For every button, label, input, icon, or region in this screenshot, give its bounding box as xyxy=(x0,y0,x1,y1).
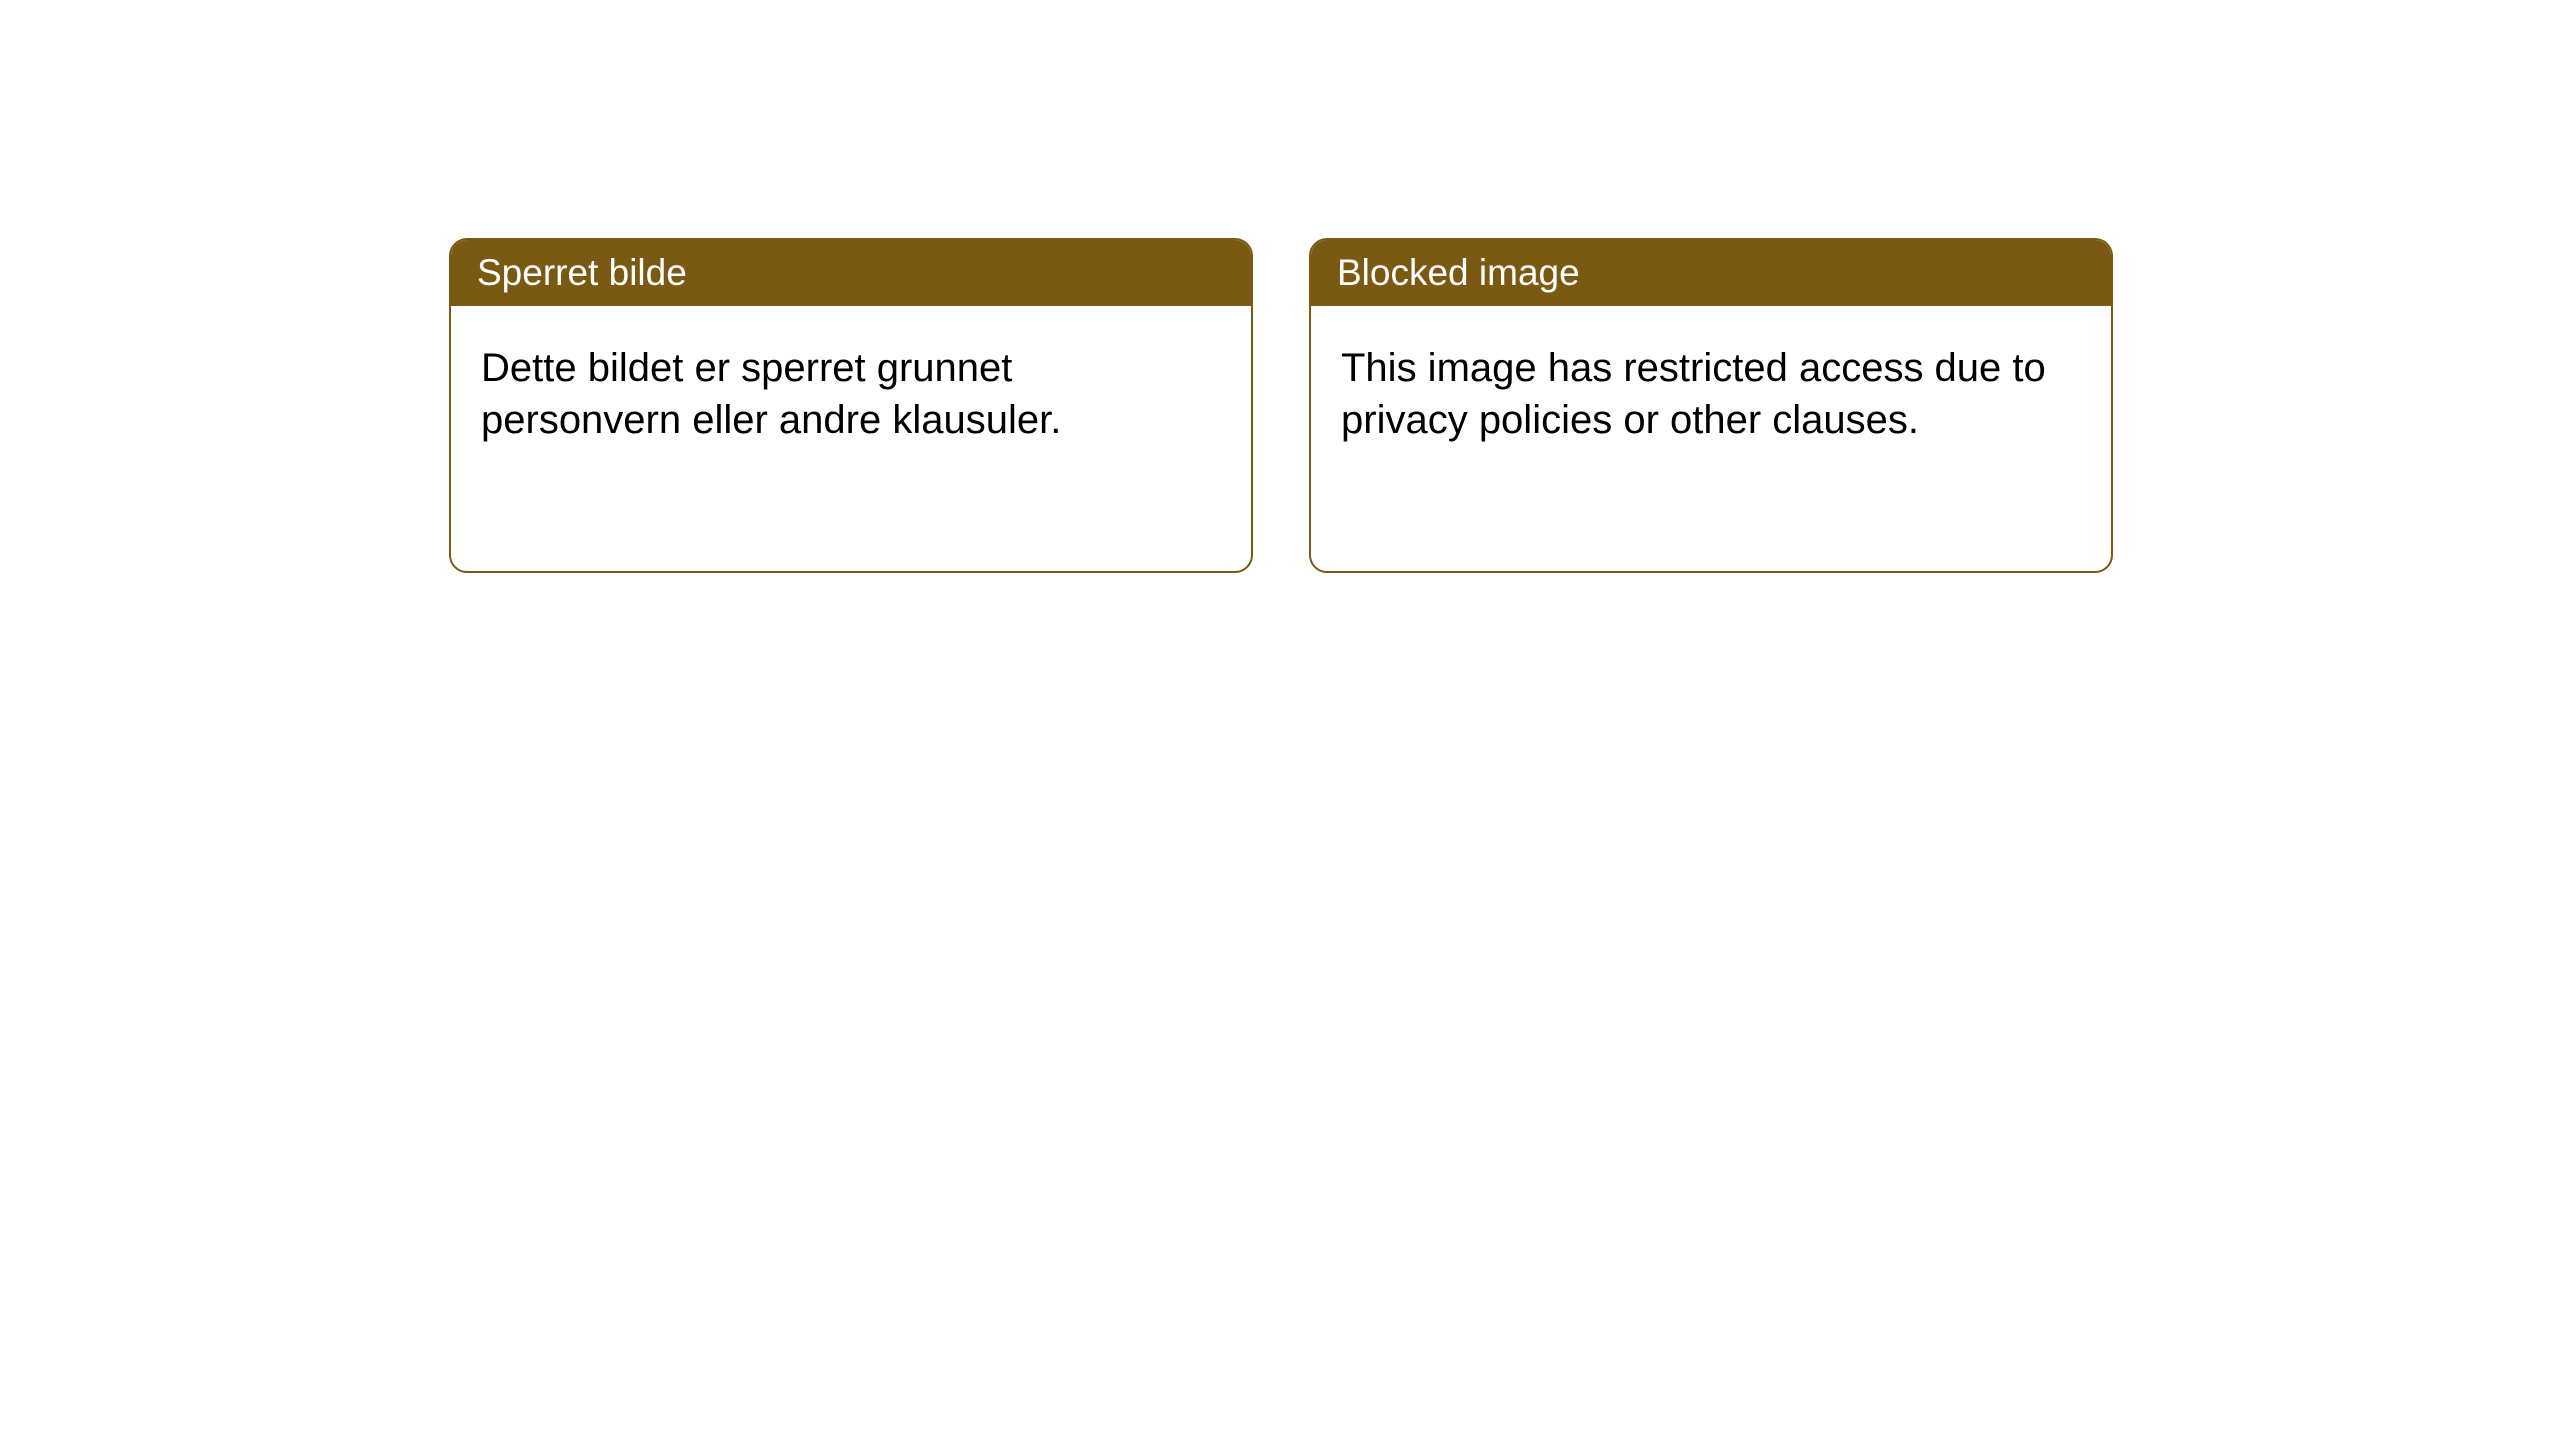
notice-header: Blocked image xyxy=(1311,240,2111,306)
notice-title: Sperret bilde xyxy=(477,252,687,293)
notice-header: Sperret bilde xyxy=(451,240,1251,306)
notice-body: This image has restricted access due to … xyxy=(1311,306,2111,482)
notice-card-norwegian: Sperret bilde Dette bildet er sperret gr… xyxy=(449,238,1253,573)
notice-body-text: This image has restricted access due to … xyxy=(1341,346,2046,442)
notice-container: Sperret bilde Dette bildet er sperret gr… xyxy=(0,0,2560,573)
notice-body-text: Dette bildet er sperret grunnet personve… xyxy=(481,346,1061,442)
notice-title: Blocked image xyxy=(1337,252,1580,293)
notice-body: Dette bildet er sperret grunnet personve… xyxy=(451,306,1251,482)
notice-card-english: Blocked image This image has restricted … xyxy=(1309,238,2113,573)
